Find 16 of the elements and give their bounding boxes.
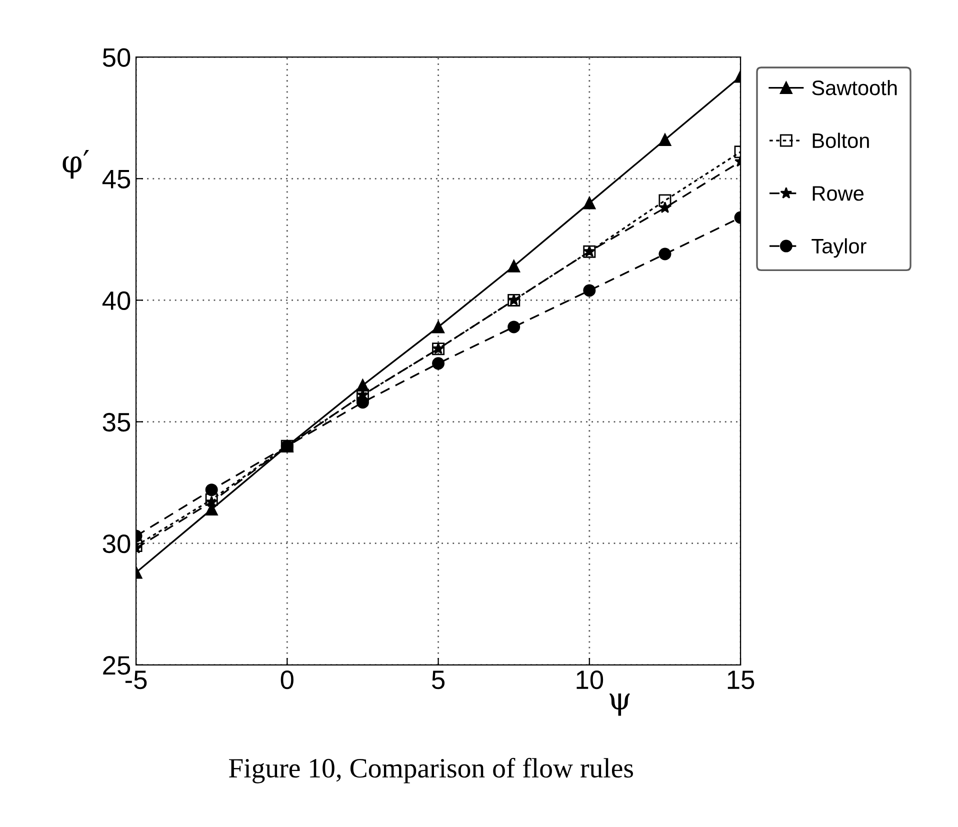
x-tick-label: 10 <box>576 670 604 690</box>
x-tick-label: 0 <box>280 670 294 690</box>
y-tick-label: 40 <box>102 291 130 310</box>
legend-label: Rowe <box>812 186 864 201</box>
y-tick-label: 45 <box>102 170 130 188</box>
legend-label: Sawtooth <box>812 80 897 96</box>
x-axis-title: ψ <box>610 694 630 716</box>
y-axis-title: φ′ <box>62 150 90 179</box>
y-tick-label: 35 <box>102 412 130 432</box>
x-tick-label: 15 <box>728 670 754 690</box>
legend-label: Bolton <box>812 132 869 148</box>
caption: Figure 10, Comparison of flow rules <box>228 758 634 784</box>
y-tick-label: 50 <box>102 48 130 67</box>
x-tick-label: 5 <box>432 670 445 690</box>
legend-label: Taylor <box>812 238 866 258</box>
y-tick-label: 30 <box>102 534 130 554</box>
